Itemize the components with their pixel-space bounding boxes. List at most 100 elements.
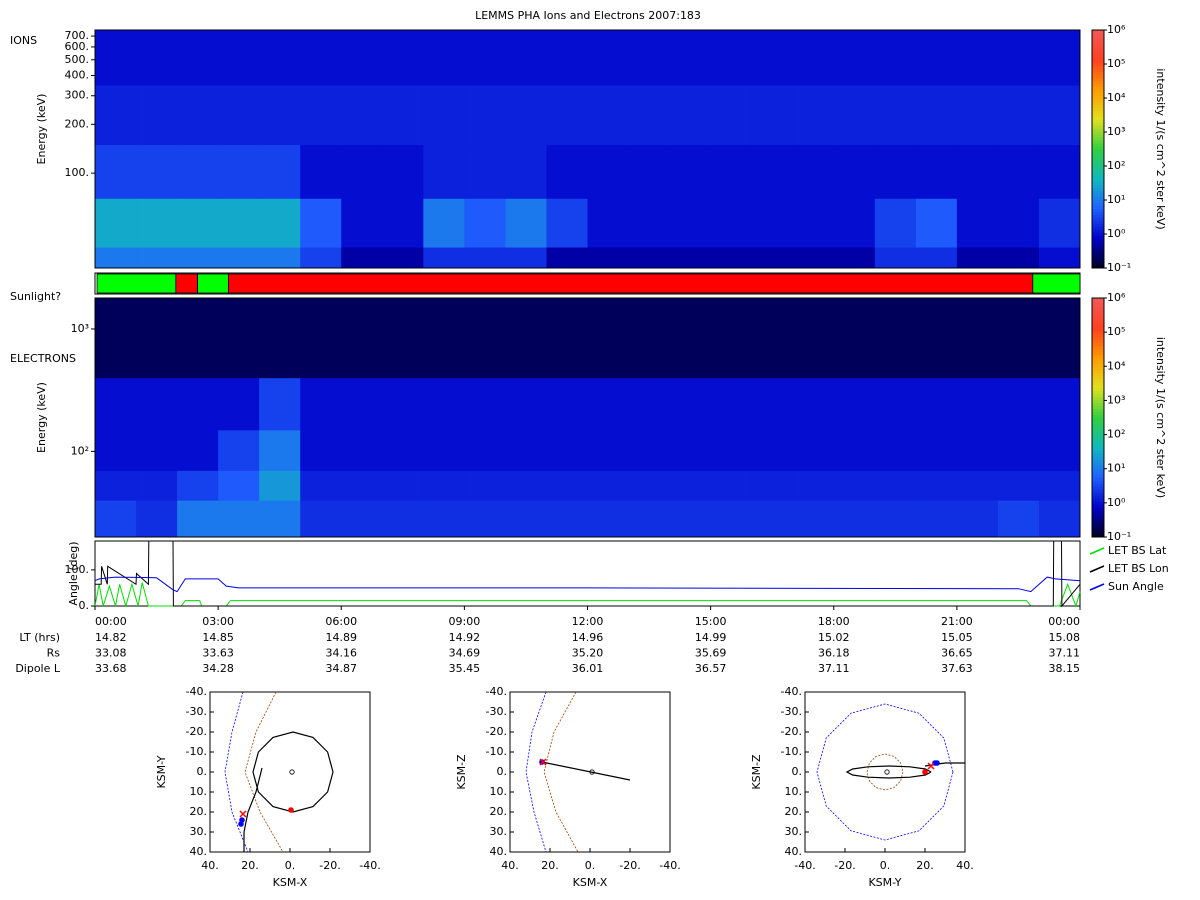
heatmap-cell [1038, 30, 1081, 86]
colorbar-step [1092, 516, 1104, 520]
heatmap-cell [751, 144, 794, 199]
heatmap-cell [95, 30, 137, 86]
colorbar-step [1092, 169, 1104, 174]
ephemeris-value: 15.08 [1049, 631, 1081, 644]
panel-label: IONS [10, 34, 37, 47]
heatmap-cell [300, 30, 342, 86]
heatmap-cell [177, 377, 219, 431]
heatmap-cell [464, 470, 506, 501]
heatmap-cell [669, 429, 712, 471]
colorbar-step [1092, 396, 1104, 401]
colorbar-step [1092, 80, 1104, 85]
heatmap-cell [874, 429, 917, 471]
colorbar-tick-label: 10⁵ [1107, 57, 1125, 70]
x-axis-label: KSM-X [573, 876, 608, 889]
y-tick-label: 600. [65, 40, 90, 53]
heatmap-cell [136, 429, 178, 471]
orbit-curve [845, 765, 932, 779]
colorbar-step [1092, 47, 1104, 52]
colorbar-step [1092, 375, 1104, 380]
figure-title: LEMMS PHA Ions and Electrons 2007:183 [475, 9, 701, 22]
heatmap-cell [956, 30, 999, 86]
legend-label: LET BS Lat [1108, 544, 1167, 557]
colorbar-step [1092, 116, 1104, 120]
colorbar-step [1092, 178, 1104, 183]
ephemeris-value: 35.45 [449, 662, 481, 675]
x-tick-label: -40. [659, 859, 680, 872]
colorbar-step [1092, 381, 1104, 386]
heatmap-cell [833, 144, 876, 199]
heatmap-cell [341, 298, 383, 379]
x-tick-label: 21:00 [941, 615, 973, 628]
heatmap-cell [1038, 144, 1081, 199]
heatmap-cell [751, 377, 794, 431]
colorbar-step [1092, 489, 1104, 493]
x-tick-label: 20. [541, 859, 559, 872]
heatmap-cell [710, 500, 753, 538]
colorbar-step [1092, 435, 1104, 439]
colorbar-step [1092, 492, 1104, 496]
heatmap-cell [464, 198, 506, 248]
heatmap-cell [218, 500, 260, 538]
heatmap-cell [423, 298, 465, 379]
ephemeris-label: LT (hrs) [19, 631, 60, 644]
colorbar-tick-label: 10⁰ [1107, 227, 1126, 240]
heatmap-cell [218, 84, 260, 146]
heatmap-cell [300, 84, 342, 146]
heatmap-cell [833, 470, 876, 501]
colorbar-step [1092, 98, 1104, 102]
y-tick-label: 20. [785, 805, 803, 818]
heatmap-cell [177, 298, 219, 379]
colorbar-step [1092, 525, 1104, 529]
colorbar-tick-label: 10¹ [1107, 193, 1125, 206]
x-tick-label: -40. [359, 859, 380, 872]
ephemeris-value: 14.85 [202, 631, 234, 644]
colorbar-tick-label: 10⁰ [1107, 496, 1126, 509]
sunlight-segment [227, 273, 1034, 294]
heatmap-cell [1038, 84, 1081, 146]
y-tick-label: -20. [186, 725, 207, 738]
y-tick-label: 10. [190, 785, 208, 798]
colorbar-step [1092, 149, 1104, 153]
x-tick-label: 00:00 [1048, 615, 1080, 628]
colorbar-step [1092, 432, 1104, 436]
planet-symbol [884, 769, 890, 775]
heatmap-cell [874, 144, 917, 199]
colorbar-step [1092, 59, 1104, 64]
heatmap-cell [915, 247, 958, 269]
heatmap-cell [874, 247, 917, 269]
heatmap-cell [505, 377, 547, 431]
plot-frame [94, 540, 1081, 607]
legend-swatch [1089, 583, 1105, 591]
orbit-curve [543, 691, 579, 853]
colorbar-step [1092, 351, 1104, 356]
heatmap-cell [300, 198, 342, 248]
colorbar-step [1092, 101, 1104, 105]
colorbar-step [1092, 140, 1104, 144]
heatmap-cell [546, 429, 588, 471]
heatmap-cell [136, 377, 178, 431]
panel-label: ELECTRONS [10, 352, 76, 365]
heatmap-cell [423, 429, 465, 471]
y-tick-label: -40. [781, 685, 802, 698]
heatmap-cell [505, 247, 547, 269]
colorbar-step [1092, 321, 1104, 326]
colorbar-step [1092, 137, 1104, 141]
colorbar-frame [1091, 29, 1105, 269]
colorbar-step [1092, 450, 1104, 454]
heatmap-cell [628, 247, 671, 269]
colorbar-step [1092, 519, 1104, 523]
colorbar-step [1092, 501, 1104, 505]
legend-label: Sun Angle [1108, 580, 1164, 593]
heatmap-cell [423, 377, 465, 431]
heatmap-cell [669, 30, 712, 86]
x-tick-label: -20. [619, 859, 640, 872]
heatmap-cell [177, 144, 219, 199]
ephemeris-value: 14.92 [449, 631, 481, 644]
heatmap-cell [177, 500, 219, 538]
colorbar-step [1092, 327, 1104, 332]
heatmap-cell [300, 298, 342, 379]
colorbar-step [1092, 131, 1104, 135]
y-axis-label: Energy (keV) [35, 382, 48, 453]
heatmap-cell [218, 30, 260, 86]
